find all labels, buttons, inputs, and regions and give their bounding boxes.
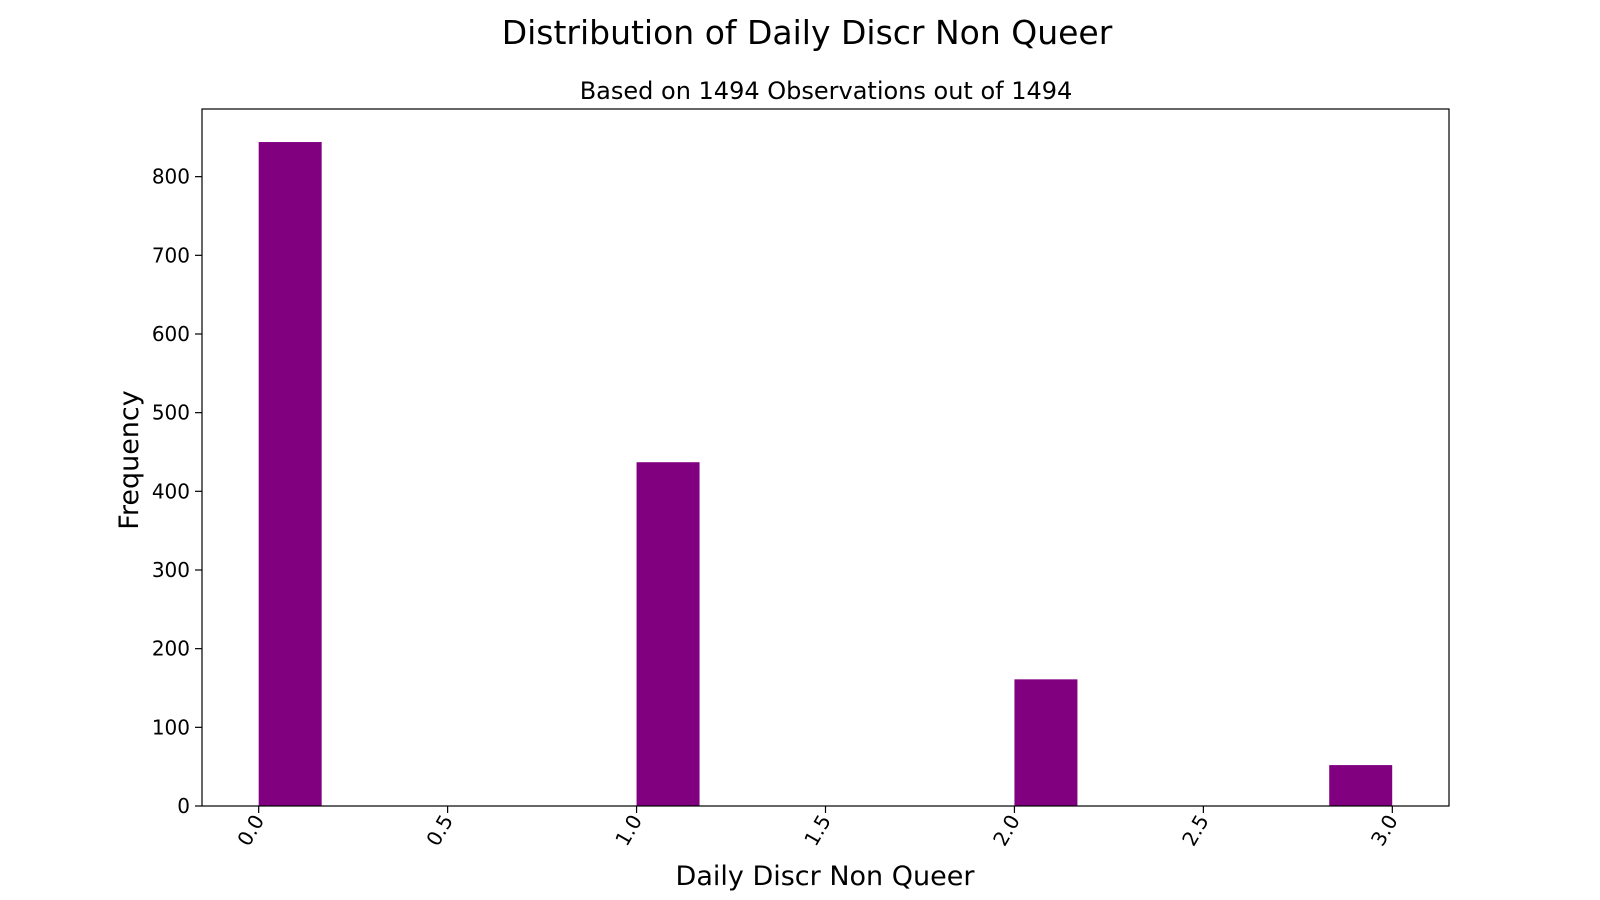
y-tick-label: 100 [152, 715, 190, 739]
chart-subtitle: Based on 1494 Observations out of 1494 [580, 77, 1073, 105]
x-tick-label: 1.0 [610, 811, 647, 851]
histogram-bar [1329, 765, 1393, 806]
histogram-bar [636, 462, 700, 806]
x-tick-label: 2.5 [1177, 811, 1214, 851]
x-axis-label: Daily Discr Non Queer [676, 861, 976, 892]
x-tick-label: 0.0 [232, 811, 269, 851]
y-tick-label: 400 [152, 479, 190, 503]
x-tick-label: 1.5 [799, 811, 836, 851]
y-tick-label: 800 [152, 165, 190, 189]
histogram-bar [1014, 679, 1078, 806]
y-tick-label: 600 [152, 322, 190, 346]
y-tick-label: 700 [152, 243, 190, 267]
histogram-bar [258, 142, 322, 806]
y-tick-label: 500 [152, 401, 190, 425]
y-tick-label: 300 [152, 558, 190, 582]
x-tick-label: 3.0 [1366, 811, 1403, 851]
y-axis: 0 100 200 300 400 500 600 700 800 [152, 165, 202, 818]
x-tick-label: 0.5 [421, 811, 458, 851]
y-axis-label: Frequency [114, 390, 145, 530]
y-tick-label: 200 [152, 637, 190, 661]
bars-group [258, 142, 1393, 806]
x-tick-label: 2.0 [988, 811, 1025, 851]
x-axis: 0.0 0.5 1.0 1.5 2.0 2.5 3.0 [232, 806, 1403, 851]
y-tick-label: 0 [177, 794, 190, 818]
chart-title: Distribution of Daily Discr Non Queer [502, 13, 1113, 52]
plot-frame [201, 108, 1450, 807]
